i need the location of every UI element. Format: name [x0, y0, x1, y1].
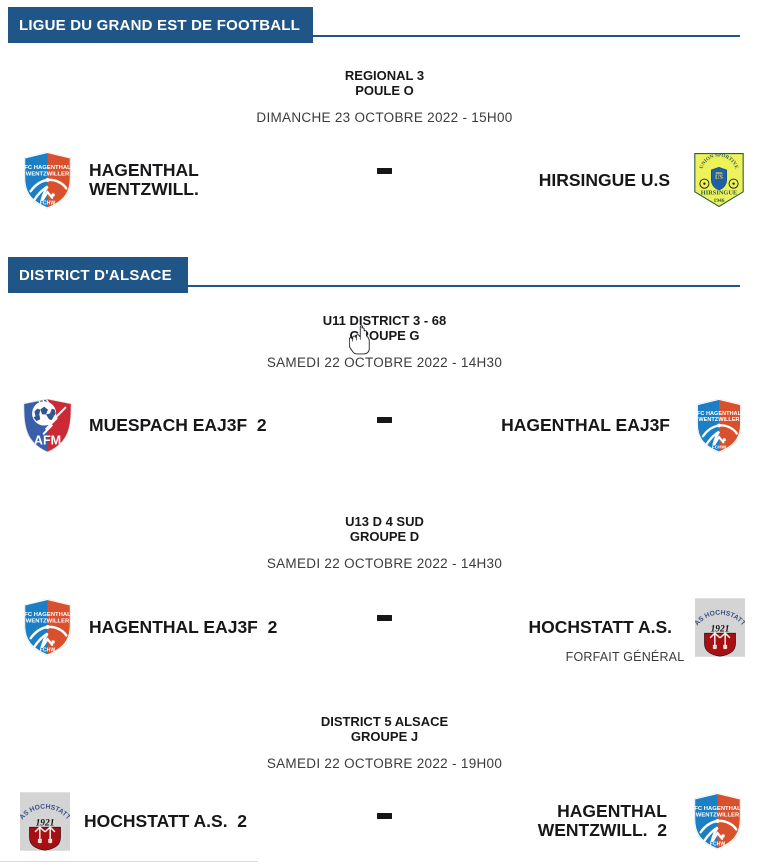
svg-text:FCHW: FCHW	[712, 444, 727, 450]
svg-text:FC HAGENTHAL: FC HAGENTHAL	[697, 410, 742, 416]
svg-text:FC HAGENTHAL: FC HAGENTHAL	[694, 806, 741, 812]
svg-text:FCHW: FCHW	[710, 841, 726, 847]
svg-text:US: US	[715, 174, 724, 181]
svg-text:FCHW: FCHW	[40, 647, 56, 653]
svg-text:FCHW: FCHW	[40, 200, 56, 206]
svg-text:1921: 1921	[36, 818, 55, 828]
svg-text:HIRSINGUE: HIRSINGUE	[701, 190, 738, 197]
svg-text:1921: 1921	[711, 624, 730, 634]
svg-text:AFM: AFM	[34, 433, 61, 447]
svg-text:1946: 1946	[714, 198, 725, 204]
